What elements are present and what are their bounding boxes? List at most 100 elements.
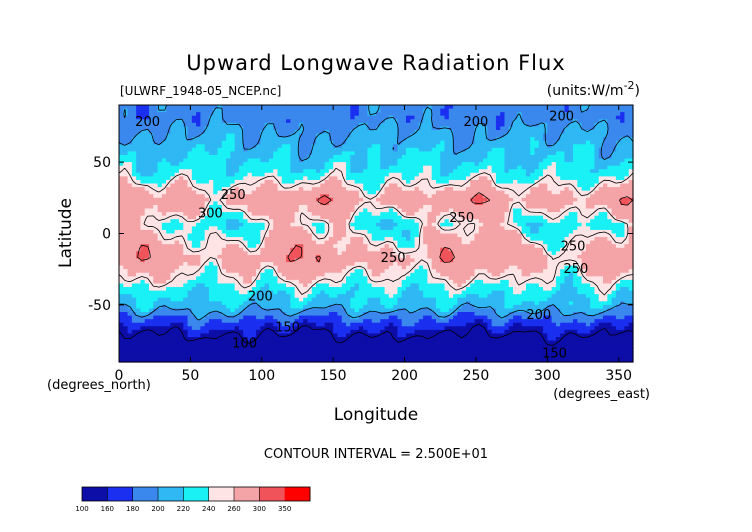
field-cell <box>598 208 604 213</box>
field-cell <box>234 208 240 213</box>
field-cell <box>585 176 591 181</box>
field-cell <box>573 222 578 227</box>
field-cell <box>414 151 420 156</box>
field-cell <box>286 226 291 231</box>
field-cell <box>208 183 214 188</box>
field-cell <box>427 158 433 163</box>
field-cell <box>337 244 343 249</box>
field-cell <box>504 176 510 181</box>
field-cell <box>307 158 313 163</box>
field-cell <box>174 162 180 167</box>
field-cell <box>423 201 428 206</box>
field-cell <box>483 233 488 238</box>
field-cell <box>268 176 274 181</box>
field-cell <box>414 208 420 213</box>
field-cell <box>123 233 129 238</box>
field-cell <box>290 219 296 224</box>
field-cell <box>256 247 261 252</box>
field-cell <box>500 144 506 149</box>
field-cell <box>208 122 214 128</box>
field-cell <box>273 187 279 192</box>
field-cell <box>238 176 244 181</box>
field-cell <box>217 133 223 138</box>
field-cell <box>483 162 488 167</box>
field-cell <box>508 179 514 185</box>
field-cell <box>410 126 416 131</box>
field-cell <box>123 133 129 138</box>
field-cell <box>568 183 574 188</box>
field-cell <box>217 187 223 192</box>
field-cell <box>504 158 510 163</box>
field-cell <box>564 222 570 227</box>
field-cell <box>123 219 129 224</box>
field-cell <box>303 140 309 145</box>
field-cell <box>320 204 326 210</box>
field-cell <box>204 183 210 188</box>
field-cell <box>363 151 369 156</box>
field-cell <box>140 208 146 213</box>
field-cell <box>217 126 223 131</box>
field-cell <box>311 229 317 235</box>
field-cell <box>333 179 339 185</box>
field-cell <box>166 183 171 188</box>
field-cell <box>440 190 446 195</box>
field-cell <box>414 172 420 177</box>
field-cell <box>401 237 407 242</box>
field-cell <box>534 197 540 202</box>
field-cell <box>393 140 399 145</box>
field-cell <box>405 208 411 213</box>
field-cell <box>491 208 497 213</box>
field-cell <box>624 162 630 167</box>
field-cell <box>123 197 129 202</box>
field-cell <box>564 162 570 167</box>
field-cell <box>376 208 381 213</box>
field-cell <box>590 208 596 213</box>
field-cell <box>521 169 527 174</box>
field-cell <box>568 212 574 217</box>
field-cell <box>444 212 450 217</box>
field-cell <box>166 108 171 113</box>
field-cell <box>174 133 180 138</box>
field-cell <box>367 126 373 131</box>
field-cell <box>534 222 540 227</box>
field-cell <box>324 237 330 242</box>
field-cell <box>243 183 249 188</box>
field-cell <box>418 112 424 117</box>
field-cell <box>324 108 330 113</box>
field-cell <box>487 219 493 224</box>
field-cell <box>620 151 626 156</box>
field-cell <box>461 229 467 235</box>
field-cell <box>157 176 163 181</box>
field-cell <box>170 194 176 199</box>
field-cell <box>230 140 236 145</box>
field-cell <box>607 137 613 142</box>
field-cell <box>603 144 608 149</box>
field-cell <box>543 222 548 227</box>
field-cell <box>273 208 279 213</box>
field-cell <box>628 115 634 120</box>
field-cell <box>264 119 270 124</box>
field-cell <box>603 226 608 231</box>
field-cell <box>127 126 133 131</box>
field-cell <box>564 108 570 113</box>
field-cell <box>204 244 210 249</box>
field-cell <box>119 176 124 181</box>
field-cell <box>157 105 163 110</box>
field-cell <box>144 201 150 206</box>
field-cell <box>268 197 274 202</box>
field-cell <box>585 165 591 170</box>
field-cell <box>521 115 527 120</box>
field-cell <box>140 229 146 235</box>
field-cell <box>140 194 146 199</box>
field-cell <box>328 129 334 135</box>
field-cell <box>423 165 428 170</box>
field-cell <box>508 137 514 142</box>
field-cell <box>457 197 463 202</box>
field-cell <box>290 162 296 167</box>
field-cell <box>363 133 369 138</box>
field-cell <box>624 176 630 181</box>
field-cell <box>376 158 381 163</box>
field-cell <box>294 201 300 206</box>
field-cell <box>465 197 471 202</box>
field-cell <box>440 208 446 213</box>
